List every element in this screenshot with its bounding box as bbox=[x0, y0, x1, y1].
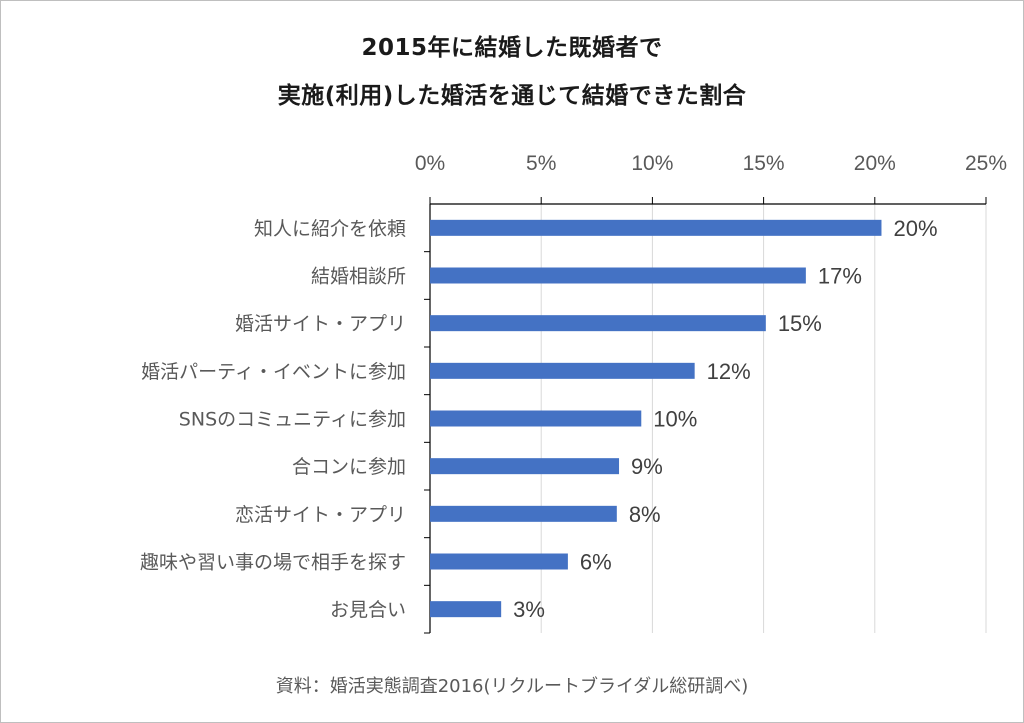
bar bbox=[430, 410, 642, 427]
category-label: SNSのコミュニティに参加 bbox=[179, 409, 406, 431]
category-label: 結婚相談所 bbox=[311, 266, 406, 288]
bar bbox=[430, 553, 568, 570]
bar bbox=[430, 315, 766, 332]
data-label: 8% bbox=[629, 502, 661, 527]
data-label: 15% bbox=[778, 311, 822, 336]
bar bbox=[430, 601, 502, 618]
chart-title-line-2: 実施(利用)した婚活を通じて結婚できた割合 bbox=[277, 83, 747, 109]
x-tick-label: 20% bbox=[854, 152, 896, 175]
category-label: お見合い bbox=[330, 599, 406, 621]
x-tick-label: 15% bbox=[743, 152, 785, 175]
data-label: 3% bbox=[513, 597, 545, 622]
data-label: 6% bbox=[580, 550, 612, 575]
bar bbox=[430, 362, 695, 379]
x-tick-label: 5% bbox=[526, 152, 556, 175]
x-tick-label: 25% bbox=[965, 152, 1007, 175]
category-label: 合コンに参加 bbox=[292, 456, 406, 478]
category-label: 知人に紹介を依頼 bbox=[254, 218, 406, 240]
data-label: 20% bbox=[893, 216, 937, 241]
bar bbox=[430, 267, 806, 284]
source-note: 資料：婚活実態調査2016(リクルートブライダル総研調べ) bbox=[275, 676, 749, 697]
chart-title-line-1: 2015年に結婚した既婚者で bbox=[361, 35, 663, 61]
data-label: 12% bbox=[707, 359, 751, 384]
category-label: 趣味や習い事の場で相手を探す bbox=[140, 552, 406, 574]
category-label: 恋活サイト・アプリ bbox=[235, 504, 406, 526]
data-label: 9% bbox=[631, 454, 663, 479]
bar bbox=[430, 458, 620, 475]
category-label: 婚活パーティ・イベントに参加 bbox=[141, 361, 406, 383]
bar bbox=[430, 505, 617, 522]
data-label: 10% bbox=[653, 407, 697, 432]
bar bbox=[430, 219, 882, 236]
data-label: 17% bbox=[818, 264, 862, 289]
x-tick-label: 0% bbox=[415, 152, 445, 175]
category-label: 婚活サイト・アプリ bbox=[235, 313, 406, 335]
x-tick-label: 10% bbox=[631, 152, 673, 175]
